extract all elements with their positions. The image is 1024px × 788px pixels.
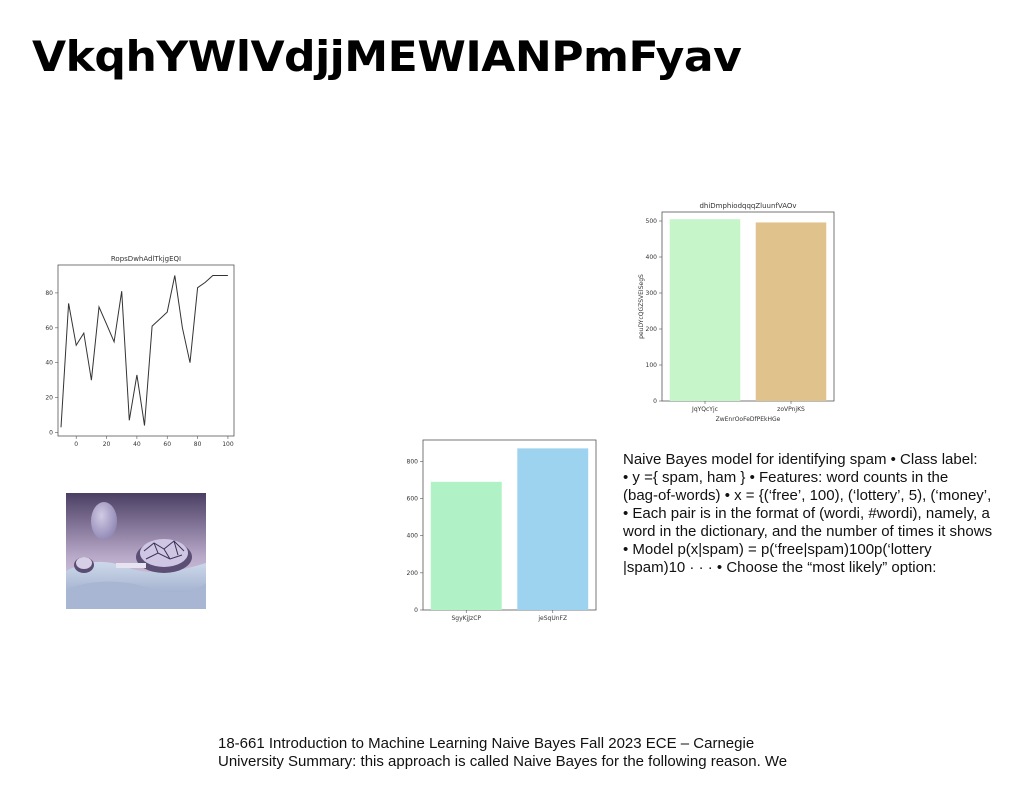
- y-tick-label: 100: [646, 362, 658, 369]
- x-tick-label: 80: [194, 441, 202, 448]
- y-tick-label: 300: [646, 290, 658, 297]
- plot-frame: [422, 439, 597, 611]
- y-tick-label: 40: [45, 360, 53, 367]
- plot-frame: [661, 211, 835, 402]
- y-tick-label: 0: [414, 607, 418, 614]
- slide-title: VkqhYWlVdjjMEWIANPmFyav: [32, 32, 742, 81]
- x-axis-label: ZwEnrOoFeDfPEkHGe: [716, 416, 781, 423]
- bar-chart-top-svg: dhiDmphiodqqqZluunfVAOv 0 100 200 300 400 500 J…: [638, 202, 835, 423]
- x-tick-label: JqYQcYjc: [691, 406, 718, 413]
- x-tick-label: 20: [103, 441, 111, 448]
- y-tick-label: 500: [646, 218, 658, 225]
- y-tick-label: 0: [653, 398, 657, 405]
- y-tick-label: 200: [407, 570, 419, 577]
- y-tick-label: 400: [407, 533, 419, 540]
- x-tick-label: jeSqUnFZ: [537, 615, 567, 622]
- bar-chart-bottom: 0 200 400 600 800 SgyKjJzCP jeSqUnFZ: [398, 432, 608, 624]
- line-chart: RopsDwhAdlTkjgEQI 0 20 40 60 80 100 0 20 40 60 80: [36, 250, 241, 455]
- x-tick-label: 100: [222, 441, 234, 448]
- plot-frame: [57, 264, 235, 437]
- x-tick-label: SgyKjJzCP: [452, 615, 482, 622]
- bar: [430, 481, 502, 610]
- chart-title: dhiDmphiodqqqZluunfVAOv: [699, 202, 796, 210]
- x-tick-label: 0: [74, 441, 78, 448]
- landscape-illustration: [66, 493, 206, 609]
- y-tick-label: 800: [407, 458, 419, 465]
- y-tick-label: 80: [45, 290, 53, 297]
- bar-chart-top: dhiDmphiodqqqZluunfVAOv 0 100 200 300 400 500 J…: [635, 196, 845, 426]
- y-tick-label: 600: [407, 496, 419, 503]
- line-chart-svg: RopsDwhAdlTkjgEQI 0 20 40 60 80 100 0 20 40 60 80: [45, 255, 235, 448]
- bar-chart-bottom-svg: 0 200 400 600 800 SgyKjJzCP jeSqUnFZ: [407, 439, 597, 622]
- x-tick-label: zoVPnjKS: [777, 406, 805, 413]
- y-tick-label: 20: [45, 395, 53, 402]
- sci-fi-landscape-image: [66, 493, 206, 609]
- bar: [517, 448, 589, 610]
- body-text: Naive Bayes model for identifying spam •…: [623, 451, 993, 576]
- y-tick-label: 0: [49, 430, 53, 437]
- y-axis-label: peuDYcQGZSVEISegS: [638, 274, 645, 339]
- footer-text: 18-661 Introduction to Machine Learning …: [218, 735, 788, 770]
- bar: [669, 219, 741, 401]
- x-tick-label: 60: [163, 441, 171, 448]
- bar: [755, 222, 827, 401]
- series-line: [60, 275, 228, 428]
- y-tick-label: 200: [646, 326, 658, 333]
- x-tick-label: 40: [133, 441, 141, 448]
- y-tick-label: 400: [646, 254, 658, 261]
- chart-title: RopsDwhAdlTkjgEQI: [111, 255, 181, 263]
- y-tick-label: 60: [45, 325, 53, 332]
